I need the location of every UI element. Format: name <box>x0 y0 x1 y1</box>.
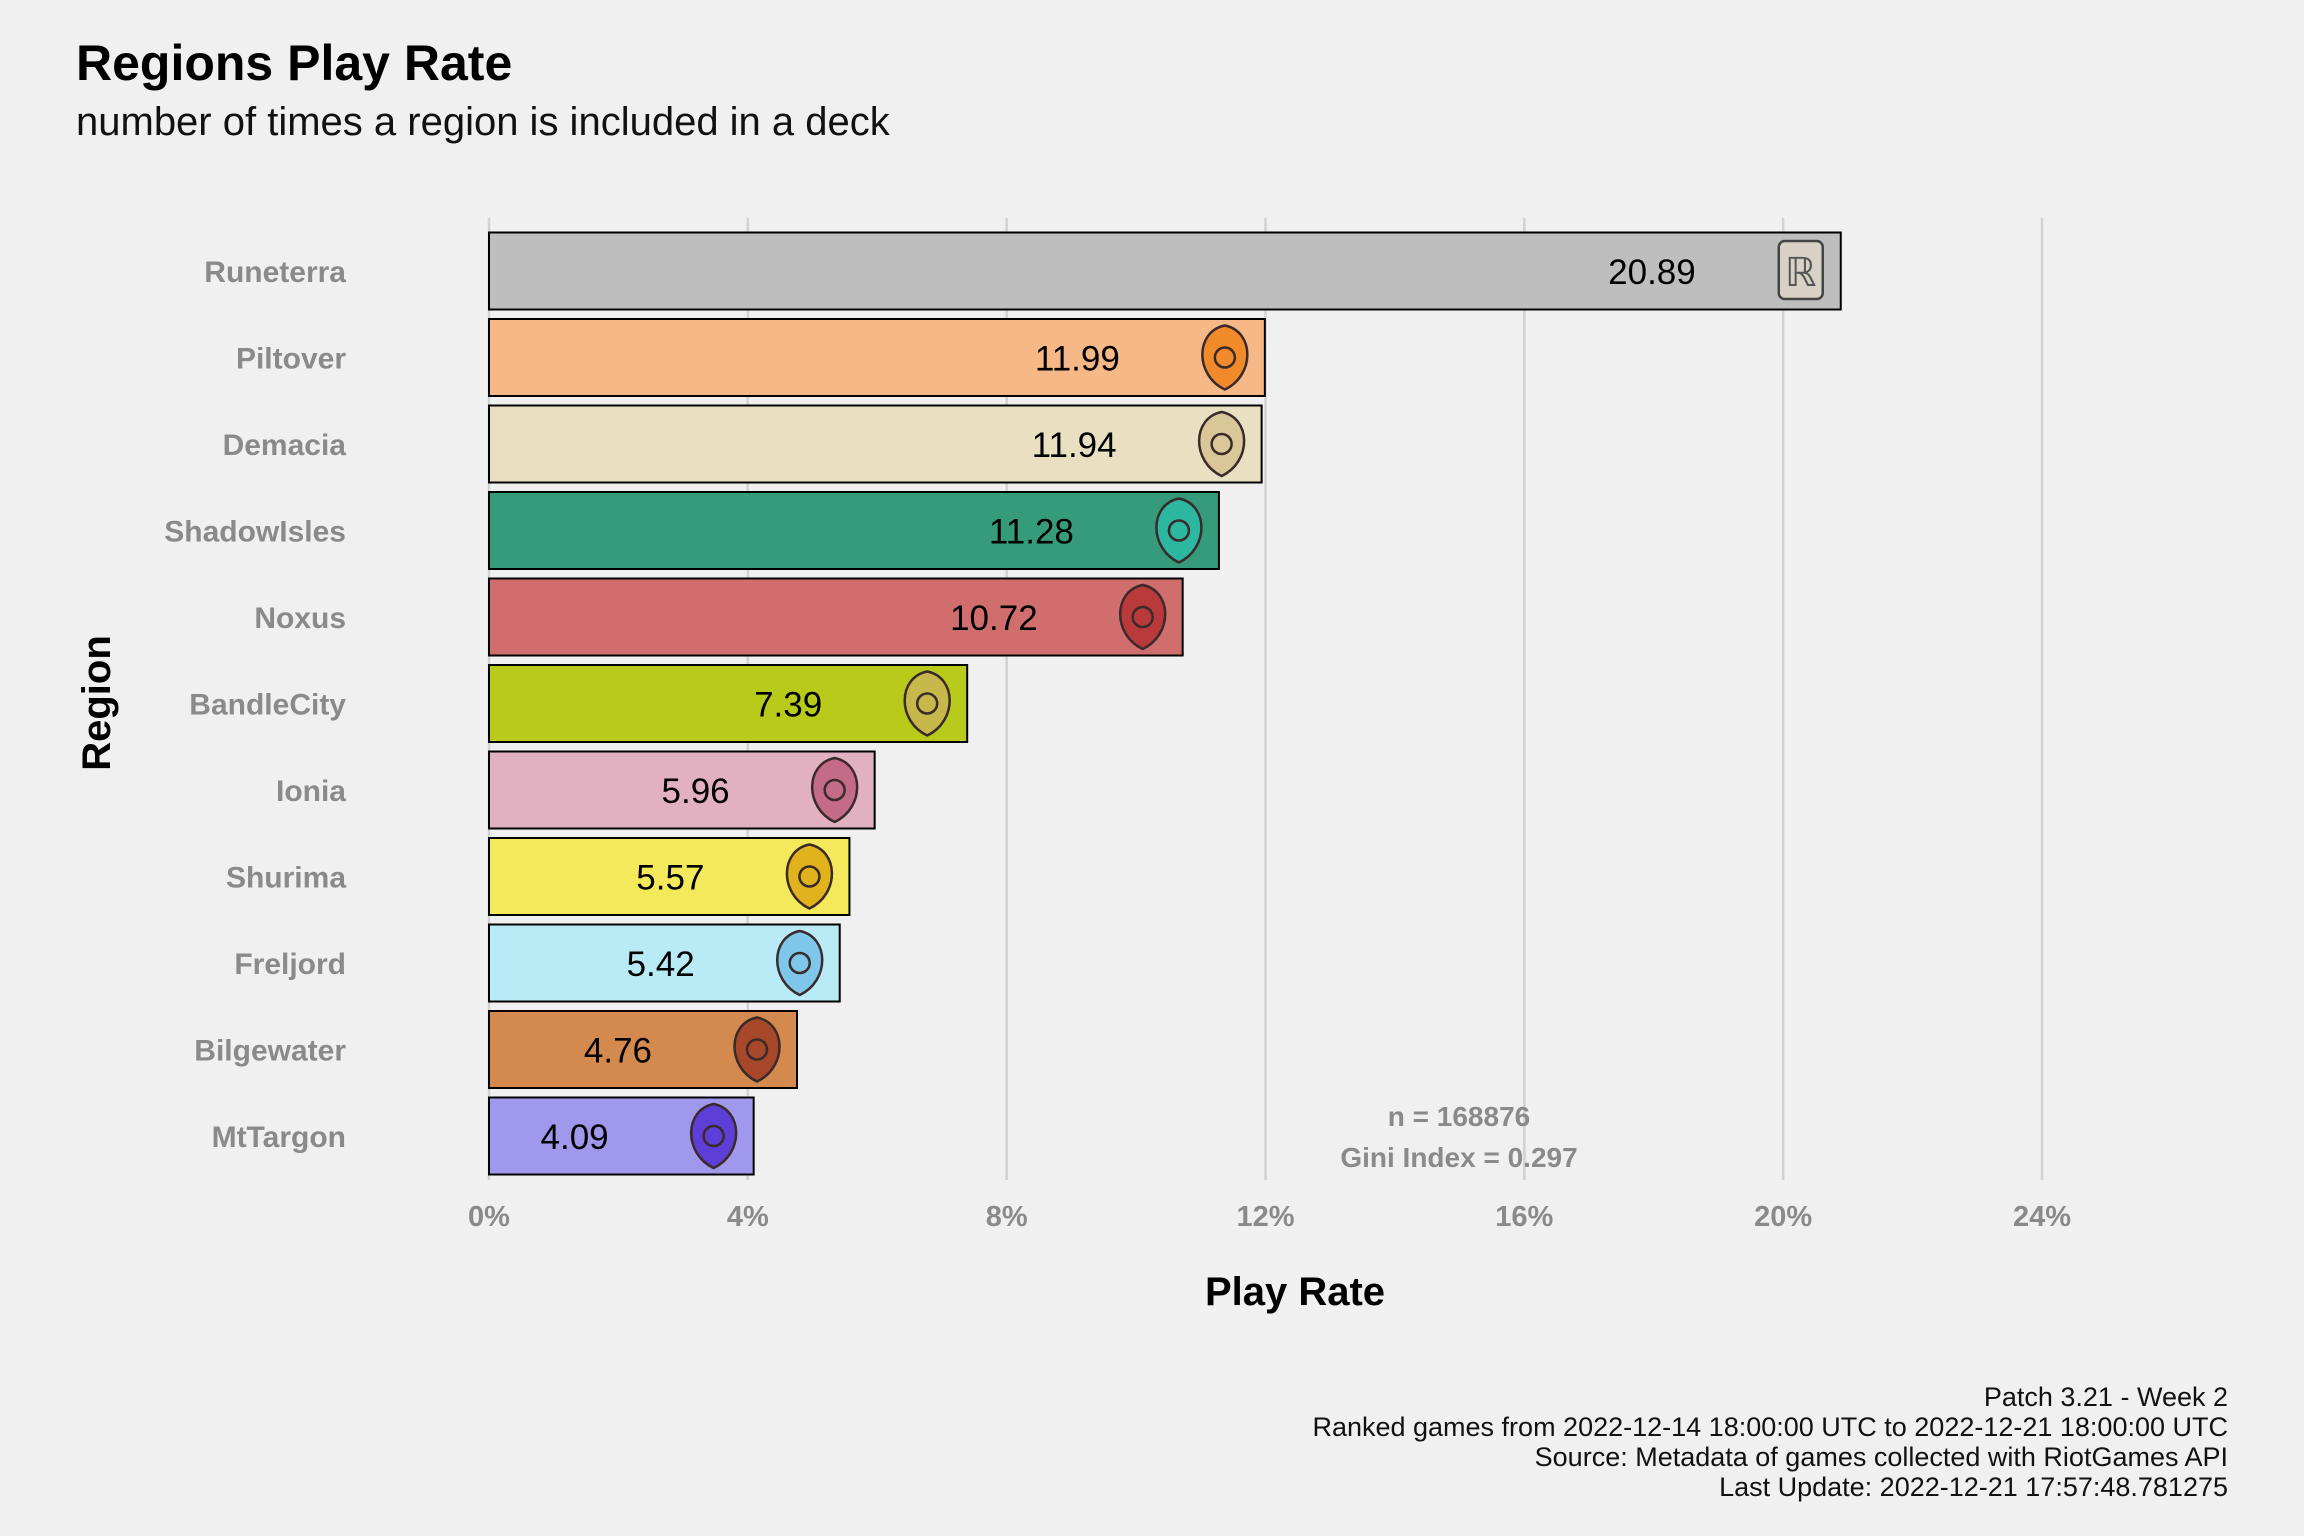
bar <box>488 750 876 830</box>
caption-line: Ranked games from 2022-12-14 18:00:00 UT… <box>1312 1412 2228 1442</box>
bandlecity-icon <box>903 670 951 737</box>
y-tick-label: Piltover <box>236 343 346 376</box>
demacia-icon <box>1198 410 1246 478</box>
caption-line: Patch 3.21 - Week 2 <box>1983 1382 2228 1412</box>
data-label: 4.09 <box>541 1118 609 1157</box>
x-tick-label: 16% <box>1495 1201 1553 1233</box>
data-label: 5.57 <box>636 859 704 898</box>
svg-text:ℝ: ℝ <box>1785 251 1817 295</box>
bar <box>488 664 969 743</box>
ionia-icon <box>811 756 859 824</box>
data-label: 10.72 <box>950 599 1038 638</box>
runeterra-icon: ℝ <box>1777 239 1825 301</box>
y-tick-label: Freljord <box>234 948 346 981</box>
bar <box>488 231 1842 311</box>
mttargon-icon <box>690 1102 738 1170</box>
annotation-gini: Gini Index = 0.297 <box>1340 1142 1577 1173</box>
y-tick-label: Noxus <box>254 602 346 635</box>
y-axis-title: Region <box>75 635 119 771</box>
caption-line: Source: Metadata of games collected with… <box>1534 1442 2228 1472</box>
bilgewater-icon <box>733 1016 781 1083</box>
data-label: 11.28 <box>989 513 1074 552</box>
shurima-icon <box>785 843 833 910</box>
bar <box>488 577 1184 657</box>
annotation-n: n = 168876 <box>1388 1101 1530 1132</box>
x-tick-label: 24% <box>2013 1201 2071 1233</box>
noxus-icon <box>1119 583 1167 651</box>
x-tick-label: 4% <box>727 1201 769 1233</box>
data-label: 4.76 <box>584 1032 652 1071</box>
data-label: 7.39 <box>754 686 822 725</box>
y-tick-label: MtTargon <box>212 1121 346 1154</box>
y-tick-label: Demacia <box>223 429 347 462</box>
bar <box>488 318 1266 397</box>
bar <box>488 404 1263 484</box>
x-tick-label: 8% <box>986 1201 1028 1233</box>
y-tick-label: Runeterra <box>204 256 346 289</box>
data-label: 5.42 <box>627 945 695 984</box>
y-tick-label: Ionia <box>276 775 346 808</box>
x-tick-label: 20% <box>1754 1201 1812 1233</box>
data-label: 11.99 <box>1035 340 1120 379</box>
data-label: 11.94 <box>1032 426 1117 465</box>
x-axis-title: Play Rate <box>1205 1270 1385 1314</box>
chart-subtitle: number of times a region is included in … <box>76 100 890 144</box>
x-tick-label: 12% <box>1236 1201 1294 1233</box>
y-tick-label: ShadowIsles <box>164 516 346 549</box>
freljord-icon <box>776 929 824 997</box>
bar <box>488 491 1220 570</box>
piltover-icon <box>1201 324 1249 391</box>
caption-line: Last Update: 2022-12-21 17:57:48.781275 <box>1719 1472 2228 1502</box>
data-label: 20.89 <box>1608 253 1696 292</box>
y-tick-label: Shurima <box>226 862 346 895</box>
x-tick-label: 0% <box>468 1201 510 1233</box>
shadowisles-icon <box>1155 497 1203 564</box>
chart-caption: Patch 3.21 - Week 2 Ranked games from 20… <box>1312 1382 2228 1502</box>
y-tick-label: BandleCity <box>189 689 346 722</box>
data-label: 5.96 <box>662 772 730 811</box>
y-tick-label: Bilgewater <box>194 1035 346 1068</box>
chart-title: Regions Play Rate <box>76 35 513 91</box>
